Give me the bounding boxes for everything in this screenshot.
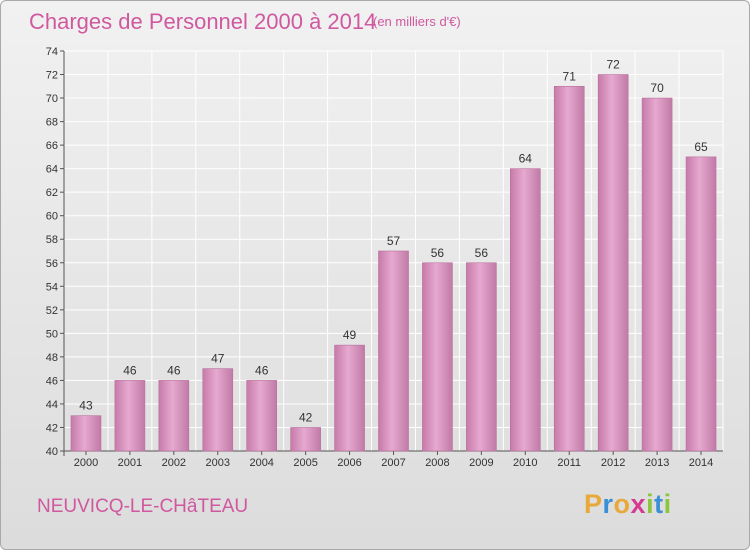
- bar-2003: [202, 368, 234, 452]
- x-tick-label: 2004: [249, 457, 273, 469]
- y-tick-label: 46: [46, 375, 58, 387]
- bar-2000: [70, 415, 102, 452]
- value-label: 72: [606, 58, 620, 72]
- bar-2006: [334, 344, 365, 452]
- value-label: 43: [79, 399, 93, 413]
- bar-2013: [641, 97, 673, 452]
- y-tick-label: 52: [46, 305, 58, 317]
- y-tick-label: 68: [46, 117, 58, 129]
- logo-letter: o: [613, 489, 631, 519]
- value-label: 46: [167, 363, 181, 377]
- bar-2012: [597, 74, 629, 452]
- y-tick-label: 70: [46, 93, 58, 105]
- value-label: 57: [387, 234, 401, 248]
- y-tick-label: 50: [46, 328, 58, 340]
- y-tick-label: 64: [46, 164, 58, 176]
- x-tick-label: 2007: [381, 457, 405, 469]
- x-tick-label: 2011: [557, 457, 581, 469]
- x-tick-label: 2002: [162, 457, 186, 469]
- logo-letter: i: [663, 489, 672, 519]
- y-tick-label: 44: [46, 399, 58, 411]
- value-label: 47: [211, 352, 225, 366]
- logo-letter: x: [630, 489, 647, 519]
- y-tick-label: 74: [46, 46, 58, 58]
- x-tick-label: 2010: [513, 457, 537, 469]
- y-tick-label: 62: [46, 187, 58, 199]
- value-label: 46: [123, 363, 137, 377]
- bar-2001: [114, 380, 146, 452]
- value-label: 64: [519, 152, 533, 166]
- y-tick-label: 54: [46, 281, 58, 293]
- bar-2008: [422, 262, 453, 452]
- x-tick-label: 2003: [206, 457, 230, 469]
- x-tick-label: 2009: [469, 457, 493, 469]
- x-tick-label: 2013: [645, 457, 669, 469]
- chart-subtitle: (en milliers d'€): [373, 14, 461, 29]
- y-tick-label: 56: [46, 258, 58, 270]
- bar-2010: [509, 168, 541, 452]
- proxiti-logo: Proxiti: [584, 489, 672, 520]
- bar-2004: [246, 380, 277, 452]
- bar-2005: [290, 427, 321, 452]
- value-label: 56: [475, 246, 489, 260]
- x-tick-label: 2012: [601, 457, 625, 469]
- value-label: 56: [431, 246, 445, 260]
- labels: 40 42 44 46 48 50 52 54 56 58 60 62 64 66 68 70 72 74 43 20…: [46, 46, 714, 469]
- y-tick-label: 48: [46, 352, 58, 364]
- y-tick-label: 42: [46, 422, 58, 434]
- x-tick-label: 2001: [118, 457, 142, 469]
- bar-2011: [553, 85, 585, 452]
- logo-letter: t: [654, 489, 664, 519]
- value-label: 65: [694, 140, 708, 154]
- logo-letter: i: [646, 489, 655, 519]
- value-label: 46: [255, 363, 269, 377]
- logo-letter: r: [602, 489, 614, 519]
- x-tick-label: 2000: [74, 457, 98, 469]
- bar-2007: [378, 250, 409, 452]
- y-tick-label: 40: [46, 446, 58, 458]
- bars: [70, 74, 717, 452]
- x-tick-label: 2014: [689, 457, 713, 469]
- y-tick-label: 72: [46, 70, 58, 82]
- bar-2009: [466, 262, 497, 452]
- logo-letter: P: [584, 489, 603, 519]
- y-tick-label: 60: [46, 211, 58, 223]
- value-label: 49: [343, 328, 357, 342]
- x-tick-label: 2006: [337, 457, 361, 469]
- value-label: 42: [299, 410, 313, 424]
- chart-title: Charges de Personnel 2000 à 2014: [29, 9, 377, 34]
- bar-2002: [158, 380, 190, 452]
- y-tick-label: 66: [46, 140, 58, 152]
- x-tick-label: 2005: [293, 457, 317, 469]
- y-tick-label: 58: [46, 234, 58, 246]
- value-label: 71: [563, 69, 577, 83]
- commune-name: NEUVICQ-LE-CHâTEAU: [37, 496, 249, 517]
- x-tick-label: 2008: [425, 457, 449, 469]
- bar-2014: [685, 156, 717, 452]
- value-label: 70: [650, 81, 664, 95]
